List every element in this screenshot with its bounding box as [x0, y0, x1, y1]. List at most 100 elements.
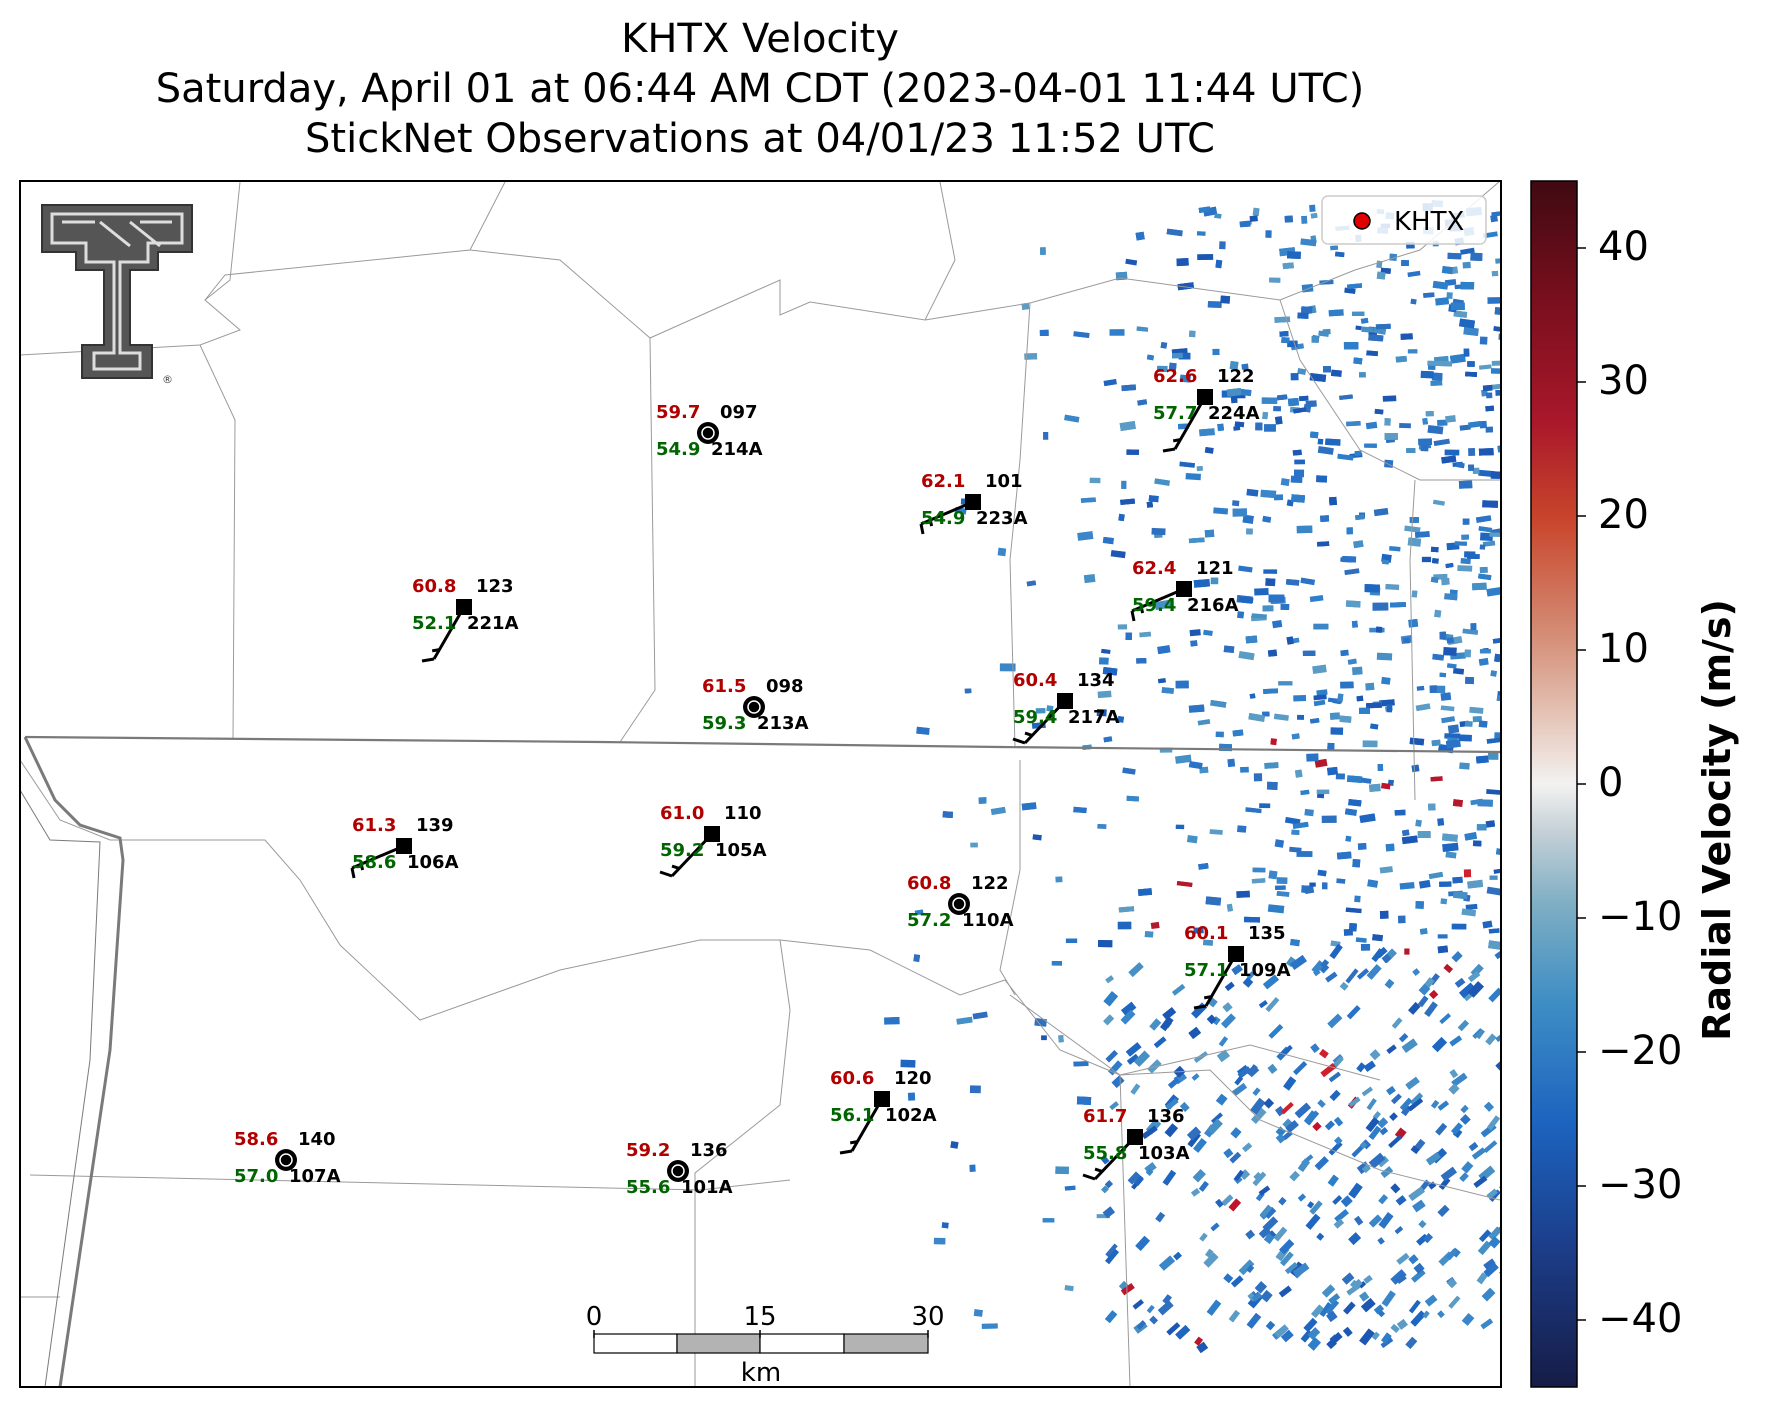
station-102A[interactable]: 60.6 120 56.1 102A [830, 1068, 937, 1155]
station-temperature: 62.4 [1132, 558, 1176, 579]
station-id: 224A [1208, 403, 1260, 424]
legend-marker-icon [1353, 212, 1371, 230]
colorbar-tick-label: 10 [1598, 626, 1649, 672]
map-subtitle-time: Saturday, April 01 at 06:44 AM CDT (2023… [155, 66, 1365, 112]
station-temperature: 60.6 [830, 1068, 874, 1089]
legend: KHTX [1321, 195, 1487, 245]
station-id: 214A [711, 439, 763, 460]
station-wind-direction: 098 [766, 676, 804, 697]
station-id: 217A [1068, 707, 1120, 728]
station-221A[interactable]: 60.8 123 52.1 221A [412, 576, 519, 663]
station-marker-icon [965, 494, 981, 510]
station-marker-icon [396, 838, 412, 854]
station-103A[interactable]: 61.7 136 55.8 103A [1082, 1106, 1190, 1181]
wind-barb-icon [1162, 396, 1207, 453]
wind-barb-icon [919, 500, 974, 535]
station-dewpoint: 55.8 [1083, 1143, 1127, 1164]
station-dewpoint: 57.7 [1153, 403, 1197, 424]
station-id: 213A [757, 713, 809, 734]
station-temperature: 59.2 [626, 1140, 670, 1161]
station-wind-direction: 097 [720, 402, 758, 423]
station-dewpoint: 58.6 [352, 852, 396, 873]
station-wind-direction: 122 [971, 873, 1009, 894]
station-temperature: 60.8 [412, 576, 456, 597]
station-213A[interactable]: 61.5 098 59.3 213A [702, 676, 809, 734]
station-temperature: 62.6 [1153, 366, 1197, 387]
map-area [20, 181, 1501, 1387]
station-dewpoint: 57.0 [234, 1166, 278, 1187]
station-marker-icon [1127, 1129, 1143, 1145]
station-wind-direction: 136 [690, 1140, 728, 1161]
station-dewpoint: 59.4 [1132, 595, 1176, 616]
station-id: 101A [681, 1177, 733, 1198]
station-marker-icon [704, 826, 720, 842]
colorbar-tick-label: −10 [1598, 894, 1683, 940]
station-wind-direction: 134 [1077, 670, 1115, 691]
station-107A[interactable]: 58.6 140 57.0 107A [234, 1129, 341, 1187]
station-wind-direction: 120 [894, 1068, 932, 1089]
station-214A[interactable]: 59.7 097 54.9 214A [656, 402, 763, 460]
wind-barb-icon [421, 606, 466, 663]
station-marker-icon [1176, 581, 1192, 597]
station-temperature: 62.1 [921, 471, 965, 492]
station-id: 221A [467, 613, 519, 634]
station-wind-direction: 121 [1196, 558, 1234, 579]
station-wind-direction: 135 [1248, 923, 1286, 944]
colorbar-tick-label: 40 [1598, 224, 1649, 270]
colorbar-tick-label: −30 [1598, 1162, 1683, 1208]
station-110A[interactable]: 60.8 122 57.2 110A [907, 873, 1014, 931]
station-dewpoint: 54.9 [656, 439, 700, 460]
station-marker-icon [1228, 946, 1244, 962]
station-temperature: 61.5 [702, 676, 746, 697]
station-dewpoint: 59.2 [660, 840, 704, 861]
station-id: 223A [976, 508, 1028, 529]
state-boundaries [20, 735, 1501, 1387]
station-calm-marker-icon [743, 696, 765, 718]
map-subtitle-observations: StickNet Observations at 04/01/23 11:52 … [305, 116, 1215, 162]
station-id: 216A [1187, 595, 1239, 616]
station-temperature: 60.8 [907, 873, 951, 894]
station-dewpoint: 54.9 [921, 508, 965, 529]
logo-registered-mark: ® [162, 373, 173, 386]
station-temperature: 60.1 [1184, 923, 1228, 944]
station-temperature: 61.3 [352, 815, 396, 836]
station-217A[interactable]: 60.4 134 59.4 217A [1012, 670, 1120, 745]
map-title: KHTX Velocity [621, 16, 899, 62]
scale-label-0: 0 [586, 1302, 603, 1332]
colorbar-label: Radial Velocity (m/s) [1695, 599, 1739, 1041]
station-105A[interactable]: 61.0 110 59.2 105A [659, 803, 767, 878]
station-temperature: 61.0 [660, 803, 704, 824]
colorbar-tick-label: 20 [1598, 492, 1649, 538]
station-calm-marker-icon [948, 893, 970, 915]
station-dewpoint: 59.4 [1013, 707, 1057, 728]
radar-echoes [884, 200, 1501, 1354]
colorbar-tick-label: 30 [1598, 358, 1649, 404]
colorbar-tick-label: 0 [1598, 760, 1624, 806]
station-216A[interactable]: 62.4 121 59.4 216A [1130, 558, 1239, 622]
station-id: 103A [1138, 1143, 1190, 1164]
station-223A[interactable]: 62.1 101 54.9 223A [919, 471, 1028, 535]
wind-barb-icon [839, 1098, 884, 1155]
map-frame [19, 180, 1502, 1388]
scale-label-15: 15 [743, 1302, 776, 1332]
station-wind-direction: 110 [724, 803, 762, 824]
station-wind-direction: 139 [416, 815, 454, 836]
station-dewpoint: 56.1 [830, 1105, 874, 1126]
station-id: 109A [1239, 960, 1291, 981]
station-wind-direction: 122 [1217, 366, 1255, 387]
station-marker-icon [1197, 389, 1213, 405]
station-101A[interactable]: 59.2 136 55.6 101A [626, 1140, 733, 1198]
station-dewpoint: 59.3 [702, 713, 746, 734]
station-id: 106A [407, 852, 459, 873]
station-224A[interactable]: 62.6 122 57.7 224A [1153, 366, 1260, 453]
scale-label-30: 30 [911, 1302, 944, 1332]
stations-layer: 59.7 097 54.9 214A 62.6 122 57.7 224A 62.1 101 54.… [234, 366, 1291, 1198]
station-dewpoint: 57.1 [1184, 960, 1228, 981]
wind-barb-icon [1130, 587, 1185, 622]
station-106A[interactable]: 61.3 139 58.6 106A [350, 815, 459, 879]
station-temperature: 59.7 [656, 402, 700, 423]
station-109A[interactable]: 60.1 135 57.1 109A [1184, 923, 1291, 1010]
station-id: 105A [715, 840, 767, 861]
county-boundaries [20, 181, 1501, 1387]
